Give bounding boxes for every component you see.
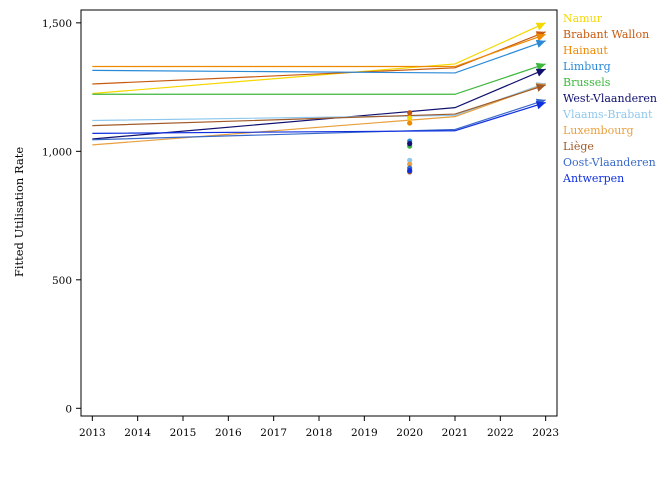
x-tick-label: 2013	[79, 427, 106, 439]
y-axis: 0 500 1,000 1,500	[42, 18, 81, 415]
legend-label-west-vlaanderen: West-Vlaanderen	[563, 92, 657, 105]
series-arrowhead-namur	[535, 22, 546, 31]
series-arrowhead-brussels	[535, 62, 546, 71]
series-point-2020-vlaams-brabant	[407, 157, 413, 163]
x-tick-label: 2018	[306, 427, 333, 439]
series-line-hainaut	[92, 33, 546, 68]
series-line-li-ge	[92, 84, 546, 127]
series-arrowhead-west-vlaanderen	[535, 68, 546, 77]
y-tick-label: 0	[65, 403, 72, 415]
x-axis: 2013 2014 2015 2016 2017 2018 2019 2020 2021 2022…	[79, 416, 559, 439]
series-points-2020	[407, 110, 413, 175]
y-tick-label: 1,500	[42, 18, 72, 30]
y-tick-label: 1,000	[42, 146, 72, 158]
series-point-2020-namur	[407, 115, 413, 121]
y-tick-label: 500	[52, 275, 72, 287]
series-line-antwerpen	[92, 101, 546, 134]
series-arrowhead-limburg	[535, 39, 546, 48]
x-tick-label: 2019	[351, 427, 378, 439]
x-tick-label: 2020	[396, 427, 423, 439]
legend-label-vlaams-brabant: Vlaams-Brabant	[562, 108, 653, 121]
x-tick-label: 2022	[487, 427, 514, 439]
series-lines	[92, 22, 546, 146]
series-line-brabant-wallon	[92, 31, 546, 85]
legend-label-brabant-wallon: Brabant Wallon	[563, 28, 649, 41]
series-line-luxembourg	[92, 83, 546, 146]
legend-label-oost-vlaanderen: Oost-Vlaanderen	[563, 156, 656, 169]
series-line-west-vlaanderen	[92, 68, 546, 140]
series-point-2020-west-vlaanderen	[407, 141, 413, 147]
series-line-vlaams-brabant	[92, 82, 546, 122]
legend-label-hainaut: Hainaut	[563, 44, 608, 57]
legend-label-antwerpen: Antwerpen	[562, 172, 624, 185]
series-line-limburg	[92, 40, 546, 74]
series-point-2020-antwerpen	[407, 168, 413, 174]
legend-label-limburg: Limburg	[563, 60, 611, 73]
series-line-brussels	[92, 63, 546, 95]
series-arrowhead-li-ge	[535, 83, 546, 92]
legend-label-namur: Namur	[563, 12, 603, 25]
series-point-2020-brabant-wallon	[407, 110, 413, 116]
x-tick-label: 2015	[170, 427, 197, 439]
y-axis-title: Fitted Utilisation Rate	[12, 147, 26, 278]
x-tick-label: 2023	[532, 427, 559, 439]
x-tick-label: 2021	[442, 427, 469, 439]
series-arrowhead-antwerpen	[535, 101, 546, 110]
legend-label-luxembourg: Luxembourg	[563, 124, 634, 137]
series-arrowhead-hainaut	[535, 33, 546, 42]
x-tick-label: 2016	[215, 427, 242, 439]
series-line-namur	[92, 22, 546, 95]
x-tick-label: 2014	[124, 427, 151, 439]
series-point-2020-hainaut	[407, 120, 413, 126]
x-tick-label: 2017	[260, 427, 287, 439]
series-point-2020-luxembourg	[407, 161, 413, 167]
legend: Namur Brabant Wallon Hainaut Limburg Brussel…	[562, 12, 657, 185]
legend-label-brussels: Brussels	[563, 76, 611, 89]
series-line-oost-vlaanderen	[92, 99, 546, 141]
legend-label-li-ge: Liège	[563, 140, 594, 153]
